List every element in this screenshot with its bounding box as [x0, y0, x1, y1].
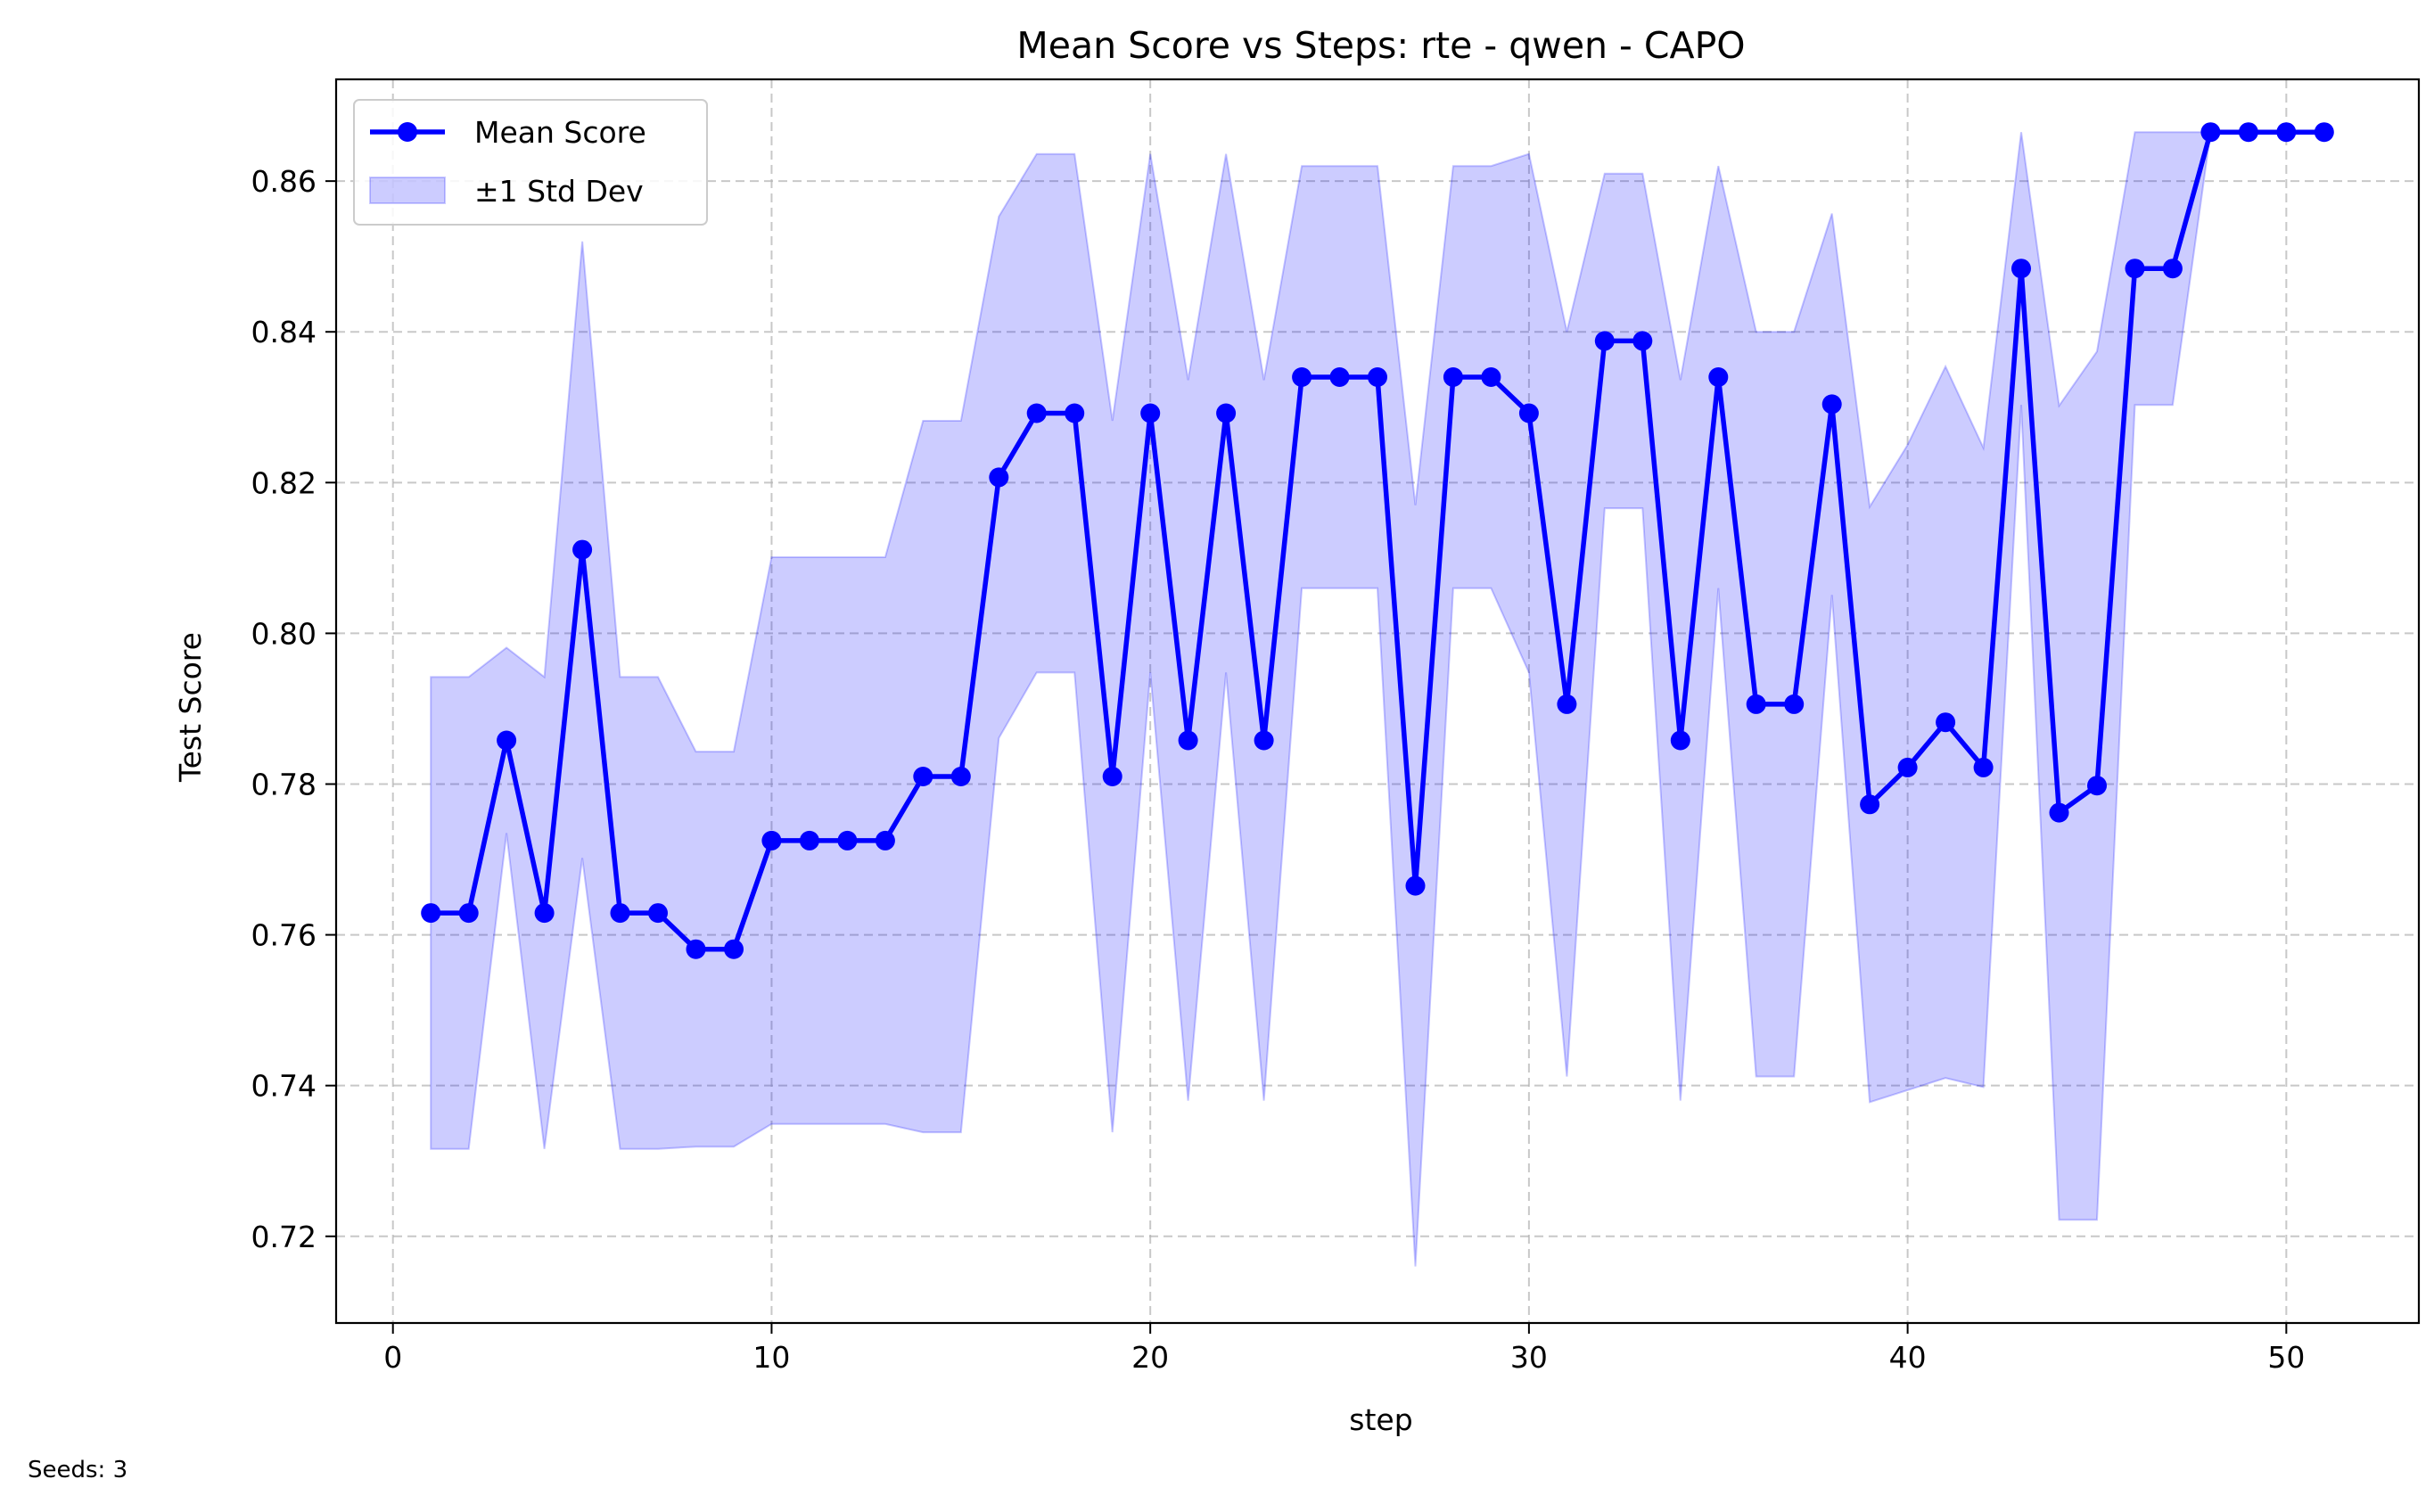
- mean-score-point: [1518, 403, 1539, 423]
- mean-score-point: [837, 830, 858, 850]
- y-tick-label: 0.74: [251, 1069, 317, 1104]
- mean-score-point: [1292, 367, 1312, 387]
- mean-score-point: [1746, 694, 1766, 714]
- mean-score-point: [610, 903, 630, 924]
- mean-score-point: [534, 903, 555, 924]
- x-axis-ticks: 0 10 20 30 40 50: [383, 1323, 2305, 1375]
- mean-score-point: [1557, 694, 1577, 714]
- mean-score-point: [1708, 367, 1729, 387]
- legend-label-std: ±1 Std Dev: [474, 174, 644, 209]
- mean-score-point: [1026, 403, 1047, 423]
- x-tick-label: 0: [383, 1340, 402, 1375]
- y-axis-label: Test Score: [173, 632, 208, 783]
- y-tick-label: 0.84: [251, 315, 317, 349]
- x-axis-label: step: [1349, 1402, 1412, 1437]
- mean-score-point: [2087, 776, 2107, 796]
- y-tick-label: 0.76: [251, 918, 317, 953]
- mean-score-point: [1368, 367, 1387, 387]
- std-dev-band: [430, 131, 2324, 1267]
- mean-score-point: [686, 939, 706, 959]
- y-tick-label: 0.78: [251, 768, 317, 802]
- mean-score-point: [950, 767, 971, 786]
- mean-score-point: [1897, 757, 1918, 777]
- y-tick-label: 0.82: [251, 465, 317, 500]
- mean-score-point: [2276, 122, 2297, 143]
- mean-score-point: [1784, 694, 1805, 714]
- mean-score-point: [1329, 367, 1350, 387]
- mean-score-point: [1973, 757, 1994, 777]
- mean-score-point: [1140, 403, 1161, 423]
- mean-score-point: [989, 467, 1009, 488]
- plot-frame: [334, 78, 2421, 1325]
- mean-score-point: [724, 939, 744, 959]
- mean-score-point: [2011, 259, 2031, 279]
- mean-score-point: [2162, 259, 2183, 279]
- mean-score-point: [1481, 367, 1501, 387]
- mean-score-point: [2238, 122, 2258, 143]
- mean-score-point: [1216, 403, 1237, 423]
- mean-score-point: [458, 903, 479, 924]
- mean-score-point: [2125, 259, 2145, 279]
- y-tick-label: 0.86: [251, 164, 317, 199]
- mean-score-point: [2049, 802, 2069, 823]
- mean-score-point: [1594, 331, 1615, 351]
- legend-label-mean: Mean Score: [474, 115, 646, 150]
- mean-score-point: [1102, 767, 1122, 786]
- y-tick-label: 0.72: [251, 1220, 317, 1254]
- mean-score-point: [1670, 730, 1690, 751]
- mean-score-point: [875, 830, 895, 850]
- mean-score-point: [1254, 730, 1274, 751]
- mean-score-point: [1936, 712, 1956, 733]
- mean-score-point: [1632, 331, 1653, 351]
- x-tick-label: 20: [1131, 1340, 1169, 1375]
- legend: Mean Score ±1 Std Dev: [353, 99, 708, 226]
- mean-score-point: [2314, 122, 2334, 143]
- x-tick-label: 30: [1510, 1340, 1548, 1375]
- x-tick-label: 50: [2267, 1340, 2305, 1375]
- std-dev-area: [430, 131, 2324, 1267]
- x-tick-label: 40: [1889, 1340, 1927, 1375]
- mean-score-point: [799, 830, 819, 850]
- mean-score-point: [1178, 730, 1198, 751]
- mean-score-series: [421, 122, 2334, 959]
- mean-score-point: [1860, 794, 1880, 815]
- y-axis-ticks: 0.72 0.74 0.76 0.78 0.80 0.82 0.84 0.86: [251, 164, 336, 1254]
- mean-score-point: [1405, 875, 1426, 896]
- mean-score-point: [497, 730, 517, 751]
- y-tick-label: 0.80: [251, 616, 317, 651]
- mean-score-point: [761, 830, 782, 850]
- legend-band-swatch: [369, 177, 446, 204]
- mean-score-point: [648, 903, 668, 924]
- mean-score-point: [1065, 403, 1085, 423]
- legend-marker-swatch: [398, 122, 417, 142]
- mean-score-point: [1443, 367, 1463, 387]
- seeds-footnote: Seeds: 3: [28, 1457, 128, 1483]
- x-tick-label: 10: [752, 1340, 790, 1375]
- mean-score-point: [421, 903, 441, 924]
- mean-score-point: [572, 539, 593, 560]
- mean-score-point: [2200, 122, 2221, 143]
- mean-score-point: [1821, 394, 1842, 415]
- chart-title: Mean Score vs Steps: rte - qwen - CAPO: [1016, 24, 1745, 67]
- mean-score-point: [913, 767, 933, 786]
